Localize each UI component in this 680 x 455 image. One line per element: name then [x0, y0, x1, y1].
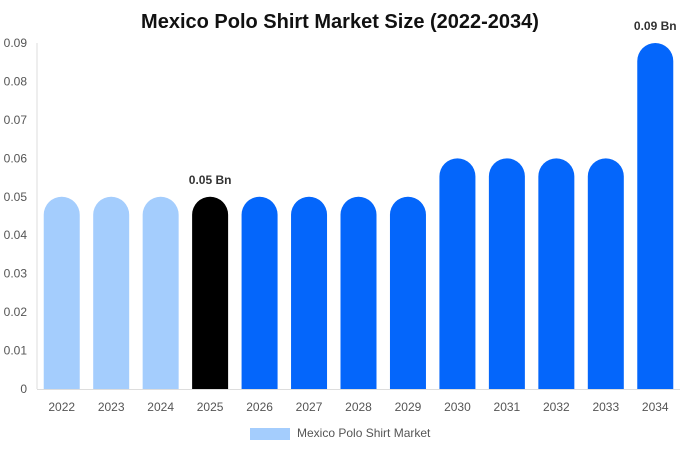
x-tick-label: 2022 — [48, 400, 75, 414]
y-tick-label: 0 — [20, 382, 27, 396]
x-tick-label: 2033 — [592, 400, 619, 414]
x-tick-label: 2032 — [543, 400, 570, 414]
y-tick-label: 0.01 — [4, 344, 28, 358]
data-label: 0.05 Bn — [189, 173, 232, 187]
x-tick-label: 2034 — [642, 400, 669, 414]
bar[interactable] — [142, 196, 179, 389]
y-tick-label: 0.03 — [4, 267, 28, 281]
bar[interactable] — [93, 196, 130, 389]
bar[interactable] — [192, 196, 229, 389]
bar[interactable] — [488, 158, 525, 389]
bar[interactable] — [291, 196, 328, 389]
y-tick-label: 0.02 — [4, 305, 28, 319]
bar[interactable] — [587, 158, 624, 389]
x-tick-label: 2031 — [494, 400, 521, 414]
bar[interactable] — [340, 196, 377, 389]
legend-swatch — [250, 428, 290, 440]
x-tick-label: 2023 — [98, 400, 125, 414]
x-tick-label: 2025 — [197, 400, 224, 414]
bar[interactable] — [43, 196, 80, 389]
x-tick-label: 2024 — [147, 400, 174, 414]
data-label: 0.09 Bn — [634, 19, 677, 33]
x-tick-label: 2026 — [246, 400, 273, 414]
x-tick-label: 2027 — [296, 400, 323, 414]
y-tick-label: 0.04 — [4, 228, 28, 242]
bar[interactable] — [439, 158, 476, 389]
chart-title: Mexico Polo Shirt Market Size (2022-2034… — [141, 11, 539, 33]
x-tick-label: 2028 — [345, 400, 372, 414]
y-tick-label: 0.08 — [4, 74, 28, 88]
legend[interactable]: Mexico Polo Shirt Market — [250, 426, 431, 440]
data-labels: 0.05 Bn 0.09 Bn — [189, 19, 677, 187]
bar[interactable] — [241, 196, 278, 389]
legend-label: Mexico Polo Shirt Market — [297, 426, 431, 440]
x-tick-label: 2030 — [444, 400, 471, 414]
bars — [43, 43, 674, 389]
bar[interactable] — [538, 158, 575, 389]
bar[interactable] — [637, 43, 674, 389]
x-axis: 2022 2023 2024 2025 2026 2027 2028 2029 2030 2031… — [37, 389, 680, 414]
y-axis: 0 0.01 0.02 0.03 0.04 0.05 0.06 0.07 0.08 0.09 — [4, 36, 38, 396]
y-tick-label: 0.09 — [4, 36, 28, 50]
y-tick-label: 0.05 — [4, 190, 28, 204]
y-tick-label: 0.06 — [4, 151, 28, 165]
x-tick-label: 2029 — [395, 400, 422, 414]
y-tick-label: 0.07 — [4, 113, 28, 127]
bar[interactable] — [389, 196, 426, 389]
